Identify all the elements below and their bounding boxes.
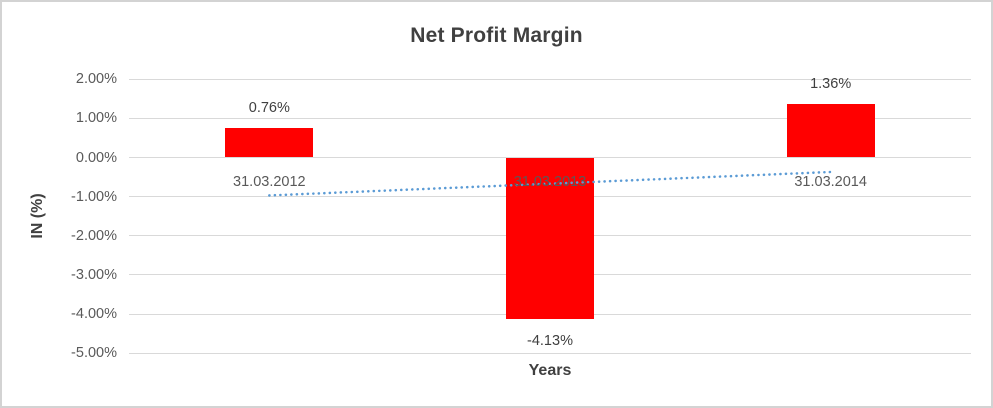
y-axis-tick-label: 0.00% <box>75 149 117 166</box>
gridline <box>129 117 971 119</box>
y-axis-tick-label: -3.00% <box>71 266 117 283</box>
y-axis-tick-label: -5.00% <box>71 345 117 362</box>
y-axis-tick-label: -1.00% <box>71 188 117 205</box>
bar[interactable] <box>786 104 875 158</box>
y-axis-tick-label: -4.00% <box>71 306 117 323</box>
x-axis-title: Years <box>528 362 572 379</box>
y-axis-tick-label: -2.00% <box>71 227 117 244</box>
category-label: 31.03.2012 <box>233 174 306 190</box>
gridline <box>129 78 971 80</box>
category-label: 31.03.2014 <box>794 174 867 190</box>
bar-data-label: -4.13% <box>527 333 573 350</box>
bar-data-label: 1.36% <box>810 76 852 93</box>
bar[interactable] <box>225 127 314 158</box>
category-label: 31.03.2013 <box>513 174 587 190</box>
gridline <box>129 352 971 354</box>
chart-title: Net Profit Margin <box>410 24 583 47</box>
y-axis-tick-label: 1.00% <box>75 110 117 127</box>
bar-data-label: 0.76% <box>248 99 290 116</box>
y-axis-tick-label: 2.00% <box>75 71 117 88</box>
